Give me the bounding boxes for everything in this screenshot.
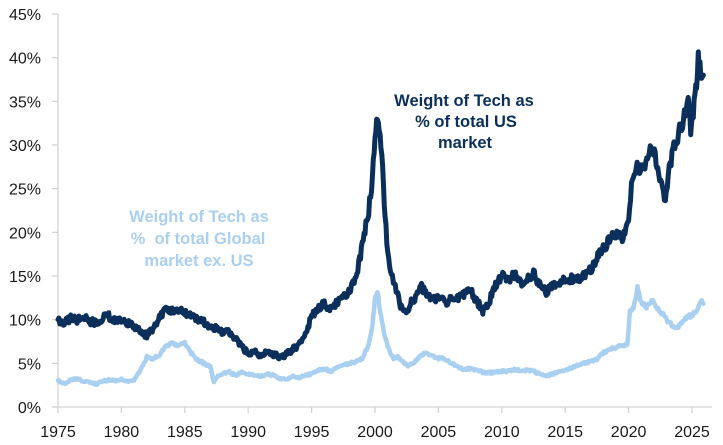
x-tick-label: 1980 xyxy=(104,424,140,441)
y-tick-label: 0% xyxy=(18,400,41,417)
y-tick-label: 20% xyxy=(9,225,41,242)
annotation-global-line-2: % of total Global xyxy=(131,230,266,248)
x-tick-label: 2010 xyxy=(484,424,520,441)
x-tick-label: 2015 xyxy=(547,424,583,441)
x-tick-label: 2000 xyxy=(357,424,393,441)
x-tick-label: 1995 xyxy=(294,424,330,441)
x-tick-label: 1990 xyxy=(230,424,266,441)
x-tick-label: 1975 xyxy=(40,424,76,441)
y-tick-label: 35% xyxy=(9,94,41,111)
annotation-global-tech-weight: Weight of Tech as % of total Global mark… xyxy=(129,208,269,270)
x-ticks: 1975 1980 1985 1990 1995 2000 2005 2010 2015 2020… xyxy=(40,407,710,441)
annotation-us-tech-weight: Weight of Tech as % of total US market xyxy=(394,92,534,152)
y-tick-label: 15% xyxy=(9,269,41,286)
y-tick-label: 5% xyxy=(18,356,41,373)
annotation-global-line-1: Weight of Tech as xyxy=(129,208,269,226)
y-tick-label: 25% xyxy=(9,182,41,199)
annotation-us-line-2: % of total US xyxy=(415,113,517,131)
y-tick-label: 30% xyxy=(9,138,41,155)
y-tick-label: 40% xyxy=(9,51,41,68)
annotation-global-line-3: market ex. US xyxy=(144,252,253,270)
x-tick-label: 1985 xyxy=(167,424,203,441)
x-tick-label: 2005 xyxy=(421,424,457,441)
x-tick-label: 2020 xyxy=(611,424,647,441)
annotation-us-line-1: Weight of Tech as xyxy=(394,92,534,110)
x-tick-label: 2025 xyxy=(674,424,710,441)
annotation-us-line-3: market xyxy=(438,134,493,152)
series-line-global-ex-us-tech-weight xyxy=(55,283,706,388)
series-line-us-tech-weight xyxy=(55,49,706,362)
axes: 0% 5% 10% 15% 20% 25% 30% 35% 40% 45% 1975 1980 198… xyxy=(9,7,712,441)
y-tick-label: 45% xyxy=(9,7,41,24)
y-ticks: 0% 5% 10% 15% 20% 25% 30% 35% 40% 45% xyxy=(9,7,58,417)
series-layer xyxy=(55,49,706,388)
y-tick-label: 10% xyxy=(9,313,41,330)
